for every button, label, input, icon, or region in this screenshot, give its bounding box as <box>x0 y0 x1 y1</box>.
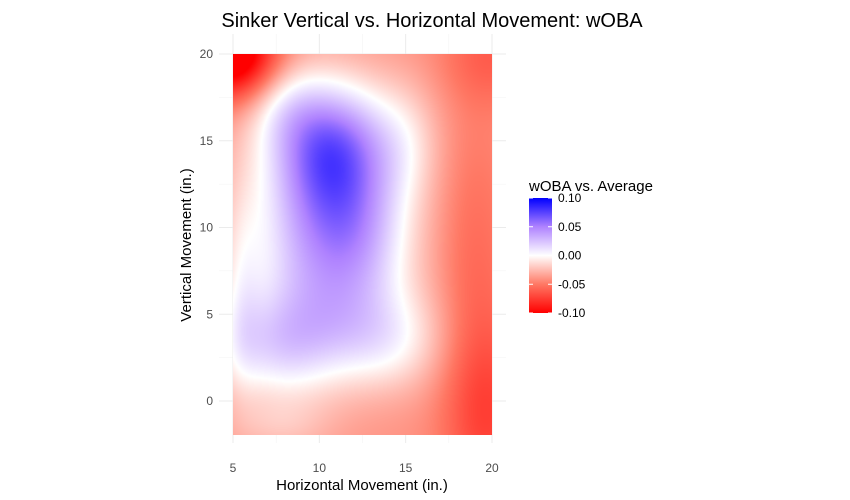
x-tick-label: 20 <box>485 461 499 475</box>
x-tick-label: 15 <box>399 461 413 475</box>
legend-title: wOBA vs. Average <box>528 178 653 195</box>
x-axis-title: Horizontal Movement (in.) <box>276 477 448 494</box>
y-tick-label: 10 <box>200 221 214 235</box>
x-tick-labels: 5 10 15 20 <box>230 461 499 475</box>
y-tick-label: 5 <box>206 307 213 321</box>
legend-ticks: 0.10 0.05 0.00 -0.05 -0.10 <box>529 191 586 320</box>
heatmap-surface <box>233 54 492 435</box>
legend-tick-label: -0.10 <box>558 306 586 320</box>
y-tick-label: 15 <box>200 134 214 148</box>
x-tick-label: 10 <box>313 461 327 475</box>
legend-color-bar <box>529 198 552 313</box>
y-tick-labels: 0 5 10 15 20 <box>200 47 214 408</box>
legend-tick-label: 0.05 <box>558 220 582 234</box>
legend-tick-label: -0.05 <box>558 277 586 291</box>
y-tick-label: 20 <box>200 47 214 61</box>
y-tick-label: 0 <box>206 394 213 408</box>
chart-title: Sinker Vertical vs. Horizontal Movement:… <box>221 10 643 32</box>
y-axis-title: Vertical Movement (in.) <box>178 168 195 321</box>
legend-tick-label: 0.00 <box>558 249 582 263</box>
legend: wOBA vs. Average 0.10 0.05 0.00 -0.05 -0.10 <box>528 178 653 320</box>
heatmap-canvas <box>233 54 492 435</box>
legend-tick-label: 0.10 <box>558 191 582 205</box>
x-tick-label: 5 <box>230 461 237 475</box>
